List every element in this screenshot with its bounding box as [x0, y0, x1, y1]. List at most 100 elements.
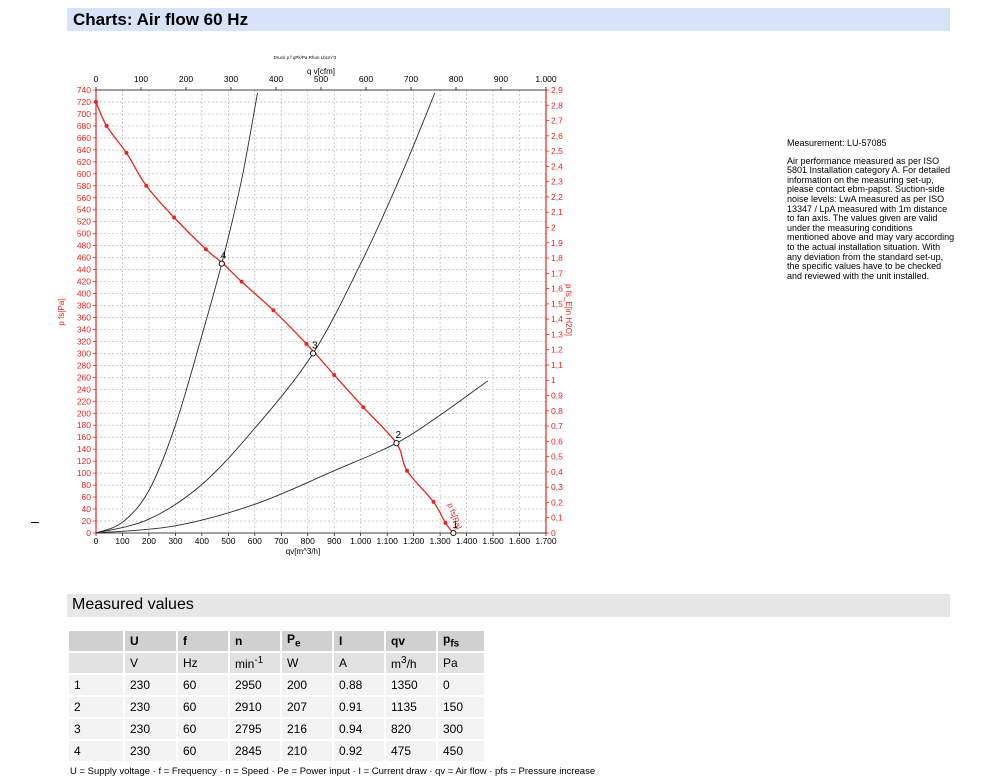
table-cell: 230 [125, 741, 176, 761]
y-right-tick-label: 0,9 [551, 391, 563, 401]
y-right-tick-label: 1,5 [551, 299, 563, 309]
table-cell: 4 [69, 741, 123, 761]
header-cell-voltage: U [125, 631, 176, 651]
y-right-tick-label: 0,8 [551, 406, 563, 416]
table-header-row: U f n Pe I qv pfs [69, 631, 484, 651]
x-top-tick-label: 700 [404, 74, 418, 84]
table-cell: 475 [386, 741, 436, 761]
table-row: 1 230 60 2950 200 0.88 1350 0 [69, 675, 484, 695]
fan-curve-point [104, 123, 109, 128]
y-left-tick-label: 400 [77, 289, 91, 299]
y-left-tick-label: 60 [82, 492, 92, 502]
y-left-tick-label: 360 [77, 312, 91, 322]
measured-values-title: Measured values [72, 596, 194, 613]
y-left-tick-label: 120 [77, 456, 91, 466]
x-bottom-tick-label: 600 [248, 536, 262, 546]
x-top-tick-label: 0 [94, 74, 99, 84]
y-left-axis-label: p fs[Pa] [57, 298, 66, 325]
operating-point-marker [393, 440, 400, 447]
plot-area [96, 90, 546, 533]
table-cell: 60 [178, 741, 228, 761]
x-bottom-tick-label: 0 [94, 536, 99, 546]
y-left-tick-label: 660 [77, 133, 91, 143]
x-bottom-tick-label: 500 [221, 536, 235, 546]
header-power-sub: e [295, 638, 301, 650]
y-right-tick-label: 2,7 [551, 116, 563, 126]
unit-cell-speed: min-1 [230, 653, 280, 673]
table-cell: 0.92 [334, 741, 384, 761]
y-right-tick-label: 1,8 [551, 253, 563, 263]
y-right-tick-label: 2,1 [551, 207, 563, 217]
header-pressure-sub: fs [450, 638, 460, 650]
y-left-tick-label: 560 [77, 193, 91, 203]
x-top-tick-label: 100 [134, 74, 148, 84]
fan-curve-point [405, 468, 410, 473]
table-row: 3 230 60 2795 216 0.94 820 300 [69, 719, 484, 739]
unit-cell-power: W [282, 653, 332, 673]
y-right-tick-label: 0,5 [551, 452, 563, 462]
table-cell: 0.94 [334, 719, 384, 739]
x-top-tick-label: 1.000 [535, 74, 557, 84]
y-left-tick-label: 540 [77, 205, 91, 215]
table-cell: 230 [125, 719, 176, 739]
header-cell-current: I [334, 631, 384, 651]
y-left-tick-label: 200 [77, 408, 91, 418]
fan-curve-point [144, 183, 149, 188]
table-legend: U = Supply voltage · f = Frequency · n =… [70, 766, 596, 777]
unit-airflow-suffix: /h [406, 657, 417, 671]
table-cell: 1 [69, 675, 123, 695]
operating-point-marker [450, 529, 457, 537]
fan-curve-point [361, 405, 366, 410]
y-right-tick-label: 0,6 [551, 436, 563, 446]
y-right-tick-label: 2,2 [551, 192, 563, 202]
y-left-tick-label: 100 [77, 468, 91, 478]
y-right-tick-label: 1,2 [551, 345, 563, 355]
table-cell: 300 [438, 719, 484, 739]
operating-point-marker [310, 350, 317, 357]
x-bottom-tick-label: 1.700 [535, 536, 557, 546]
y-left-tick-label: 580 [77, 181, 91, 191]
y-left-tick-label: 80 [82, 480, 92, 490]
unit-cell-pressure: Pa [438, 653, 484, 673]
header-cell-speed: n [230, 631, 280, 651]
y-left-tick-label: 600 [77, 169, 91, 179]
margin-dash [31, 522, 39, 523]
y-left-tick-label: 300 [77, 348, 91, 358]
table-cell: 820 [386, 719, 436, 739]
fan-curve-point [271, 308, 276, 313]
y-left-tick-label: 240 [77, 384, 91, 394]
x-top-tick-label: 300 [224, 74, 238, 84]
y-left-tick-label: 480 [77, 241, 91, 251]
table-row: 2 230 60 2910 207 0.91 1135 150 [69, 697, 484, 717]
y-right-tick-label: 2,6 [551, 131, 563, 141]
x-top-tick-label: 600 [359, 74, 373, 84]
x-bottom-tick-label: 100 [115, 536, 129, 546]
operating-point-label: 1 [452, 520, 458, 531]
operating-point-label: 2 [395, 430, 401, 441]
table-cell: 60 [178, 675, 228, 695]
fan-curve-point [94, 99, 98, 104]
y-right-tick-label: 0,7 [551, 421, 563, 431]
y-left-tick-label: 640 [77, 145, 91, 155]
system-curve-2 [95, 92, 436, 534]
measurement-id: Measurement: LU-57085 [787, 138, 887, 148]
x-bottom-tick-label: 200 [142, 536, 156, 546]
y-right-tick-label: 0,3 [551, 482, 563, 492]
table-cell: 1350 [386, 675, 436, 695]
fan-curve-point [124, 150, 129, 155]
y-left-tick-label: 180 [77, 420, 91, 430]
y-left-tick-label: 620 [77, 157, 91, 167]
y-left-tick-label: 140 [77, 444, 91, 454]
header-cell [69, 631, 123, 651]
unit-cell-voltage: V [125, 653, 176, 673]
fan-curve-point [304, 341, 309, 346]
table-cell: 2910 [230, 697, 280, 717]
y-left-tick-label: 320 [77, 336, 91, 346]
y-right-tick-label: 2,9 [551, 85, 563, 95]
fan-curve-point [431, 499, 436, 504]
y-right-tick-label: 2,3 [551, 177, 563, 187]
fan-curve-point [332, 372, 337, 377]
y-left-tick-label: 720 [77, 97, 91, 107]
y-left-tick-label: 280 [77, 360, 91, 370]
x-bottom-tick-label: 1.600 [509, 536, 531, 546]
